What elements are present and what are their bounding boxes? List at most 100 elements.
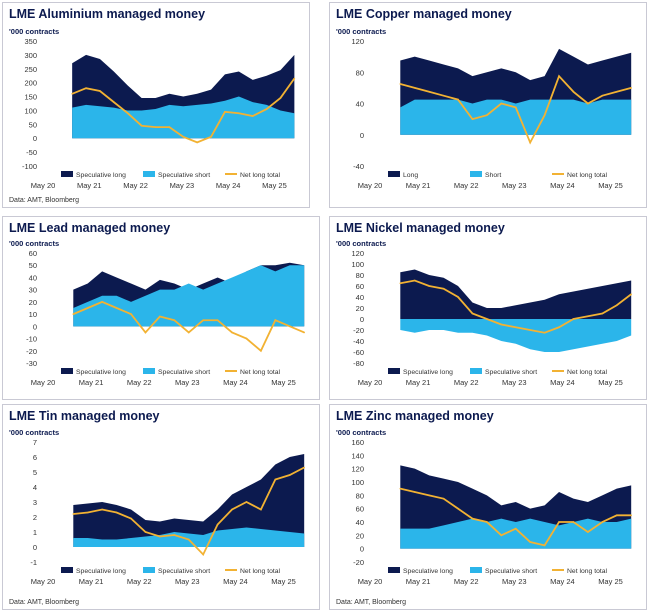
y-tick-label: 5: [33, 468, 37, 477]
legend-swatch: [388, 368, 400, 374]
net-point: [601, 312, 604, 315]
net-point: [274, 319, 277, 322]
legend-label: Speculative long: [76, 172, 126, 179]
net-point: [428, 90, 430, 93]
legend-label: Long: [403, 172, 418, 179]
net-point: [231, 508, 233, 511]
x-tick-label: May 22: [127, 378, 152, 387]
legend-swatch: [470, 171, 482, 177]
y-tick-label: 50: [29, 120, 37, 129]
net-point: [224, 111, 226, 113]
legend-label: Speculative long: [76, 568, 126, 575]
net-point: [144, 331, 147, 334]
y-tick-label: 0: [360, 131, 364, 140]
net-point: [543, 114, 546, 117]
net-point: [245, 337, 248, 340]
y-tick-label: -40: [353, 162, 364, 171]
y-tick-label: 40: [356, 293, 364, 302]
x-tick-label: May 21: [406, 181, 431, 190]
net-point: [442, 497, 445, 500]
y-tick-label: 40: [29, 273, 37, 282]
y-tick-label: 1: [33, 528, 37, 537]
net-point: [130, 313, 132, 315]
legend-swatch: [388, 567, 400, 573]
y-tick-label: 150: [24, 93, 37, 102]
net-point: [428, 494, 430, 497]
x-tick-label: May 22: [123, 181, 148, 190]
y-tick-label: 200: [24, 79, 37, 88]
net-point: [500, 102, 503, 105]
x-tick-label: May 23: [502, 181, 527, 190]
y-tick-label: 4: [33, 483, 37, 492]
y-tick-label: 0: [360, 545, 364, 554]
y-tick-label: -60: [353, 348, 364, 357]
net-point: [399, 487, 402, 490]
legend-label: Speculative short: [158, 172, 210, 179]
net-point: [442, 94, 445, 97]
x-tick-label: May 20: [358, 181, 383, 190]
legend-swatch: [143, 368, 155, 374]
net-point: [514, 106, 517, 109]
net-point: [471, 312, 474, 315]
net-point: [260, 349, 262, 352]
y-units-label: '000 contracts: [9, 27, 60, 36]
x-tick-label: May 25: [598, 577, 623, 586]
net-point: [260, 508, 262, 511]
y-tick-label: 60: [356, 505, 364, 514]
net-point: [486, 114, 488, 117]
net-point: [457, 507, 459, 510]
x-tick-label: May 22: [454, 181, 479, 190]
net-point: [500, 534, 503, 537]
net-point: [428, 285, 430, 287]
series-short-area: [73, 527, 305, 547]
net-point: [529, 141, 531, 144]
chart-plot: -20 0 20 40 60 80 100 120 140 160 May 20 May 21 May …: [351, 438, 632, 586]
net-point: [196, 141, 198, 144]
net-point: [486, 318, 488, 320]
legend-label: Net long total: [240, 172, 281, 179]
x-tick-label: May 23: [170, 181, 195, 190]
series-short-area: [72, 96, 295, 139]
x-tick-label: May 24: [550, 378, 575, 387]
net-point: [486, 521, 488, 523]
y-units-label: '000 contracts: [336, 239, 387, 248]
net-point: [303, 466, 305, 469]
net-point: [630, 87, 632, 89]
net-point: [130, 517, 132, 520]
net-point: [86, 511, 89, 514]
x-tick-label: May 20: [358, 378, 383, 387]
net-point: [587, 531, 589, 533]
y-units-label: '000 contracts: [9, 239, 60, 248]
y-tick-label: 350: [24, 37, 37, 46]
net-point: [115, 511, 118, 514]
y-tick-label: 160: [351, 438, 364, 447]
y-tick-label: 40: [356, 518, 364, 527]
net-point: [303, 331, 305, 334]
x-tick-label: May 20: [31, 181, 56, 190]
net-point: [251, 115, 254, 117]
net-point: [514, 527, 517, 530]
y-tick-label: -50: [26, 148, 37, 157]
net-point: [413, 279, 416, 282]
net-point: [182, 136, 185, 138]
net-point: [101, 508, 103, 511]
y-tick-label: 100: [351, 260, 364, 269]
chart-title: LME Tin managed money: [9, 409, 160, 423]
net-point: [71, 92, 73, 95]
net-point: [615, 90, 618, 93]
y-tick-label: -20: [26, 347, 37, 356]
x-tick-label: May 25: [271, 378, 296, 387]
net-point: [457, 296, 459, 298]
net-point: [72, 513, 75, 515]
chart-plot: -40 0 40 80 120 May 20 May 21 May 22 May 23 May 2…: [351, 37, 632, 190]
y-tick-label: 40: [356, 100, 364, 109]
net-point: [558, 521, 560, 523]
y-tick-label: 80: [356, 271, 364, 280]
net-point: [543, 544, 546, 547]
chart-panel-aluminium: LME Aluminium managed money '000 contrac…: [2, 2, 310, 208]
x-tick-label: May 23: [502, 577, 527, 586]
net-point: [86, 307, 89, 309]
net-point: [572, 318, 575, 320]
net-point: [399, 282, 402, 285]
x-tick-label: May 22: [454, 577, 479, 586]
